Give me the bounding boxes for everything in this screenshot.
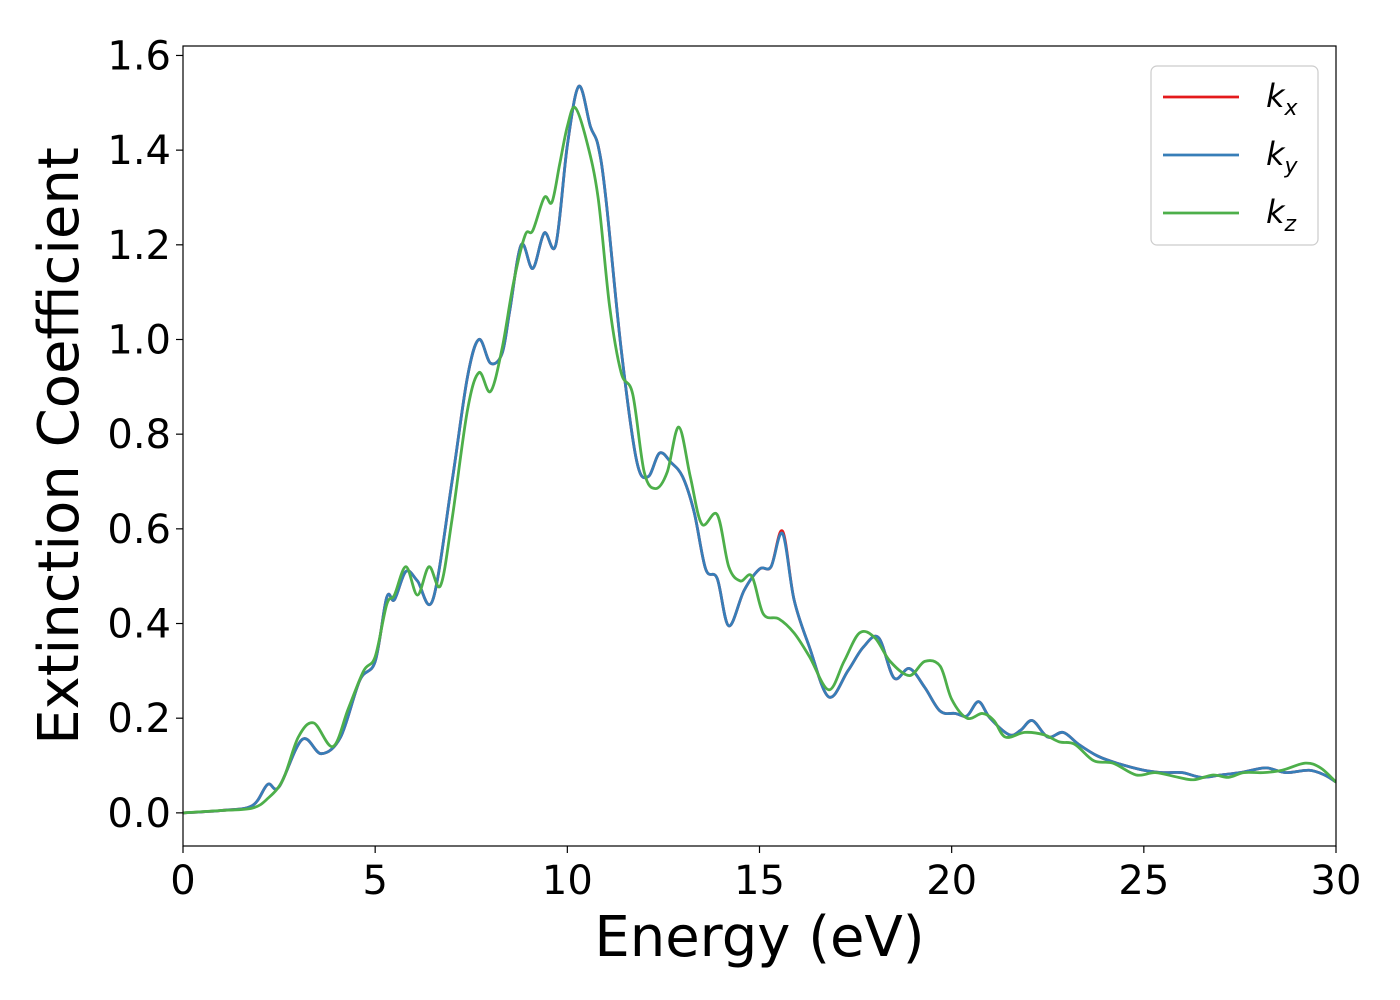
y-tick-label: 0.6 <box>107 507 171 553</box>
y-tick-label: 1.0 <box>107 317 171 363</box>
x-axis-title: Energy (eV) <box>594 905 924 970</box>
series-line-kz <box>183 105 1336 815</box>
y-tick-label: 0.2 <box>107 696 171 742</box>
y-tick-label: 1.6 <box>107 33 171 79</box>
series-layer <box>183 84 1336 815</box>
x-tick-label: 5 <box>362 858 387 904</box>
y-tick-label: 1.2 <box>107 223 171 269</box>
y-tick-label: 0.4 <box>107 602 171 648</box>
x-tick-label: 0 <box>170 858 195 904</box>
legend: kx ky kz <box>1150 65 1319 246</box>
legend-label-kx: kx <box>1266 77 1299 121</box>
x-tick-label: 20 <box>926 858 977 904</box>
x-tick-label: 15 <box>734 858 785 904</box>
legend-label-ky: ky <box>1266 135 1299 179</box>
series-line-ky <box>183 84 1336 815</box>
x-tick-label: 10 <box>542 858 593 904</box>
x-tick-label: 25 <box>1118 858 1169 904</box>
y-tick-label: 1.4 <box>107 128 171 174</box>
x-tick-label: 30 <box>1311 858 1362 904</box>
y-axis-ticks: 0.0 0.2 0.4 0.6 0.8 1.0 1.2 1.4 1.6 <box>107 33 183 837</box>
y-tick-label: 0.0 <box>107 791 171 837</box>
legend-label-kz: kz <box>1266 193 1297 237</box>
x-axis-ticks: 0 5 10 15 20 25 30 <box>170 846 1361 904</box>
y-axis-title: Extinction Coefficient <box>27 147 92 745</box>
y-tick-label: 0.8 <box>107 412 171 458</box>
